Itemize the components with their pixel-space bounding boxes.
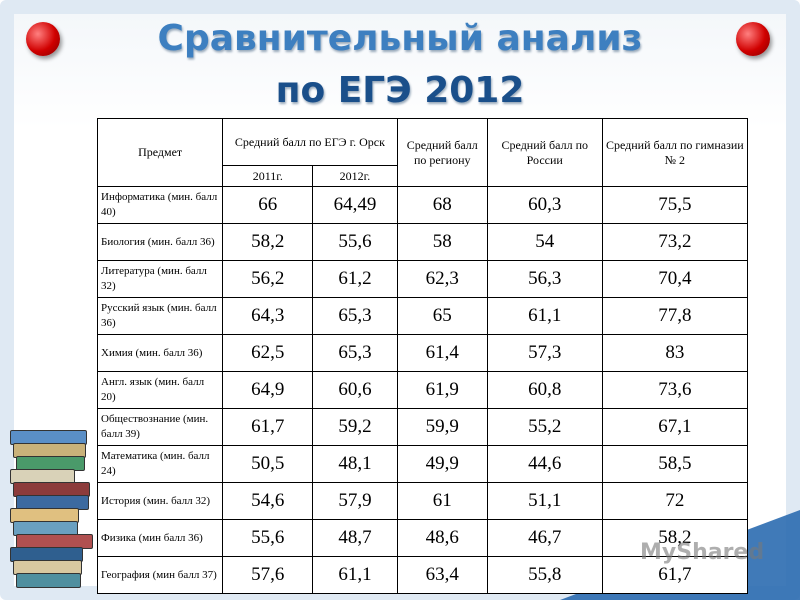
subject-cell: Физика (мин балл 36) xyxy=(96,519,224,557)
score-cell: 65 xyxy=(396,297,488,335)
column-header: 2011г. xyxy=(222,165,314,187)
score-cell: 61,7 xyxy=(222,408,314,446)
score-cell: 64,3 xyxy=(222,297,314,335)
subject-cell: Математика (мин. балл 24) xyxy=(96,445,224,483)
score-cell: 83 xyxy=(601,334,749,372)
table-row: Физика (мин балл 36) 55,6 48,7 48,6 46,7 58,2 xyxy=(96,519,749,557)
table-row: Химия (мин. балл 36) 62,5 65,3 61,4 57,3 83 xyxy=(96,334,749,372)
pin xyxy=(26,22,60,56)
score-cell: 57,3 xyxy=(486,334,603,372)
subject-cell: Англ. язык (мин. балл 20) xyxy=(96,371,224,409)
pin xyxy=(736,22,770,56)
score-cell: 54,6 xyxy=(222,482,314,520)
score-cell: 55,2 xyxy=(486,408,603,446)
score-cell: 58 xyxy=(396,223,488,261)
score-cell: 70,4 xyxy=(601,260,749,298)
table-row: Русский язык (мин. балл 36) 64,3 65,3 65 61,… xyxy=(96,297,749,335)
score-cell: 49,9 xyxy=(396,445,488,483)
score-cell: 64,9 xyxy=(222,371,314,409)
subject-cell: Русский язык (мин. балл 36) xyxy=(96,297,224,335)
score-cell: 55,6 xyxy=(222,519,314,557)
table-row: История (мин. балл 32) 54,6 57,9 61 51,1 72 xyxy=(96,482,749,520)
book xyxy=(16,573,81,588)
table-body: Информатика (мин. балл 40) 66 64,49 68 60,3 7… xyxy=(96,186,749,594)
score-cell: 66 xyxy=(222,186,314,224)
column-header: Средний балл по гимназии № 2 xyxy=(601,118,749,187)
score-cell: 61,4 xyxy=(396,334,488,372)
results-table: Предмет Средний балл по ЕГЭ г. Орск Сред… xyxy=(96,118,749,594)
table-row: Обществознание (мин. балл 39) 61,7 59,2 59,… xyxy=(96,408,749,446)
subject-cell: Литература (мин. балл 32) xyxy=(96,260,224,298)
column-header: 2012г. xyxy=(312,165,398,187)
column-header: Средний балл по России xyxy=(486,118,603,187)
score-cell: 44,6 xyxy=(486,445,603,483)
score-cell: 60,8 xyxy=(486,371,603,409)
score-cell: 62,5 xyxy=(222,334,314,372)
score-cell: 63,4 xyxy=(396,556,488,594)
table-row: Математика (мин. балл 24) 50,5 48,1 49,9 44,… xyxy=(96,445,749,483)
score-cell: 58,5 xyxy=(601,445,749,483)
score-cell: 68 xyxy=(396,186,488,224)
subject-cell: Обществознание (мин. балл 39) xyxy=(96,408,224,446)
score-cell: 57,9 xyxy=(312,482,398,520)
title-line: по ЕГЭ 2012 xyxy=(275,70,525,111)
table-header: Предмет Средний балл по ЕГЭ г. Орск Сред… xyxy=(96,118,749,187)
score-cell: 55,6 xyxy=(312,223,398,261)
column-header: Средний балл по ЕГЭ г. Орск xyxy=(222,118,398,166)
score-cell: 51,1 xyxy=(486,482,603,520)
score-cell: 61,2 xyxy=(312,260,398,298)
score-cell: 61,9 xyxy=(396,371,488,409)
score-cell: 77,8 xyxy=(601,297,749,335)
title-line: Сравнительный анализ xyxy=(157,18,643,59)
score-cell: 58,2 xyxy=(601,519,749,557)
score-cell: 61,1 xyxy=(486,297,603,335)
score-cell: 46,7 xyxy=(486,519,603,557)
score-cell: 62,3 xyxy=(396,260,488,298)
table-row: География (мин балл 37) 57,6 61,1 63,4 55,8 6… xyxy=(96,556,749,594)
score-cell: 64,49 xyxy=(312,186,398,224)
score-cell: 59,2 xyxy=(312,408,398,446)
table-row: Литература (мин. балл 32) 56,2 61,2 62,3 56,… xyxy=(96,260,749,298)
subject-cell: География (мин балл 37) xyxy=(96,556,224,594)
score-cell: 56,2 xyxy=(222,260,314,298)
watermark: MyShared xyxy=(640,540,765,565)
score-cell: 61,1 xyxy=(312,556,398,594)
score-cell: 60,6 xyxy=(312,371,398,409)
table-row: Биология (мин. балл 36) 58,2 55,6 58 54 73,2 xyxy=(96,223,749,261)
table-row: Англ. язык (мин. балл 20) 64,9 60,6 61,9 60,… xyxy=(96,371,749,409)
score-cell: 73,2 xyxy=(601,223,749,261)
score-cell: 58,2 xyxy=(222,223,314,261)
subject-cell: Биология (мин. балл 36) xyxy=(96,223,224,261)
score-cell: 75,5 xyxy=(601,186,749,224)
score-cell: 56,3 xyxy=(486,260,603,298)
subject-cell: История (мин. балл 32) xyxy=(96,482,224,520)
score-cell: 65,3 xyxy=(312,334,398,372)
score-cell: 73,6 xyxy=(601,371,749,409)
score-cell: 50,5 xyxy=(222,445,314,483)
subject-cell: Информатика (мин. балл 40) xyxy=(96,186,224,224)
score-cell: 59,9 xyxy=(396,408,488,446)
score-cell: 72 xyxy=(601,482,749,520)
subject-cell: Химия (мин. балл 36) xyxy=(96,334,224,372)
score-cell: 54 xyxy=(486,223,603,261)
score-cell: 61 xyxy=(396,482,488,520)
column-header: Средний балл по региону xyxy=(396,118,488,187)
score-cell: 61,7 xyxy=(601,556,749,594)
table-row: Информатика (мин. балл 40) 66 64,49 68 60,3 7… xyxy=(96,186,749,224)
score-cell: 48,1 xyxy=(312,445,398,483)
score-cell: 57,6 xyxy=(222,556,314,594)
score-cell: 60,3 xyxy=(486,186,603,224)
score-cell: 65,3 xyxy=(312,297,398,335)
column-header: Предмет xyxy=(96,118,224,187)
score-cell: 67,1 xyxy=(601,408,749,446)
score-cell: 48,7 xyxy=(312,519,398,557)
score-cell: 55,8 xyxy=(486,556,603,594)
score-cell: 48,6 xyxy=(396,519,488,557)
